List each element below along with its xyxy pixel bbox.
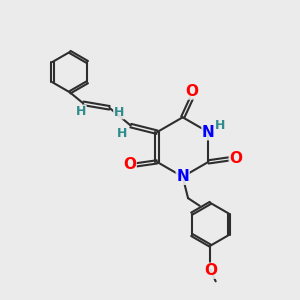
- Text: H: H: [76, 105, 86, 118]
- Text: H: H: [214, 119, 225, 132]
- Text: O: O: [185, 84, 198, 99]
- Text: N: N: [176, 169, 189, 184]
- Text: O: O: [123, 158, 136, 172]
- Text: N: N: [202, 125, 215, 140]
- Text: O: O: [204, 263, 217, 278]
- Text: O: O: [229, 152, 242, 166]
- Text: H: H: [114, 106, 124, 119]
- Text: H: H: [117, 127, 127, 140]
